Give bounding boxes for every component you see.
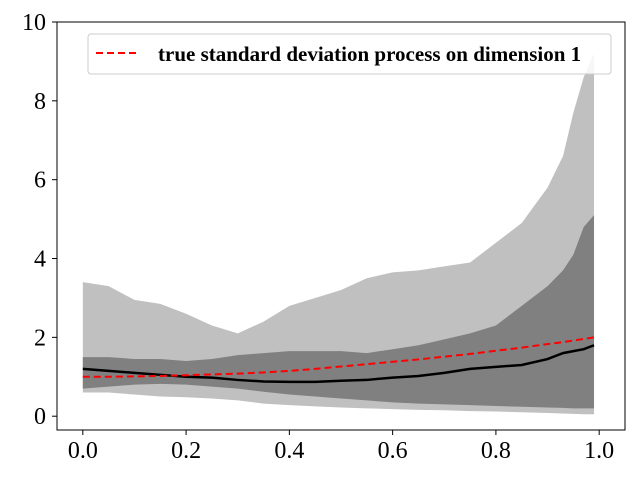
x-axis: 0.0 0.2 0.4 0.6 0.8 1.0 — [68, 430, 614, 464]
inner-band — [82, 215, 595, 409]
y-tick-label: 6 — [34, 168, 46, 194]
y-tick-label: 10 — [22, 10, 46, 36]
legend-label-true-sd: true standard deviation process on dimen… — [158, 42, 581, 66]
x-tick-label: 0.4 — [274, 438, 304, 464]
plot-frame — [56, 21, 626, 431]
bands-layer — [82, 53, 595, 415]
lines-layer — [82, 336, 595, 384]
true-sd-line — [82, 336, 595, 378]
y-tick-label: 2 — [34, 325, 46, 351]
x-tick-label: 0.0 — [68, 438, 98, 464]
y-tick-label: 0 — [34, 404, 46, 430]
x-tick-label: 1.0 — [584, 438, 614, 464]
legend: true standard deviation process on dimen… — [87, 33, 612, 75]
x-tick-label: 0.8 — [481, 438, 511, 464]
outer-band — [82, 53, 595, 415]
x-tick-label: 0.2 — [171, 438, 201, 464]
legend-box — [87, 33, 612, 75]
y-tick-label: 4 — [34, 247, 46, 273]
x-tick-label: 0.6 — [378, 438, 408, 464]
y-tick-label: 8 — [34, 89, 46, 115]
y-axis: 0 2 4 6 8 10 — [22, 10, 57, 430]
